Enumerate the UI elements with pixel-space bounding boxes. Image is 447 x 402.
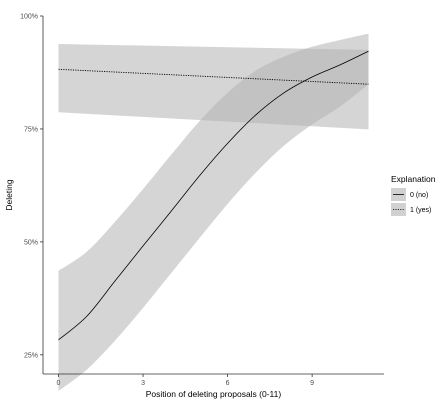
series-lines	[58, 50, 369, 341]
legend: Explanation 0 (no) 1 (yes)	[391, 174, 436, 216]
line-series-1	[58, 50, 369, 341]
legend-label-2: 1 (yes)	[410, 207, 431, 214]
y-tick-label: 25%	[24, 352, 38, 359]
y-tick-label: 75%	[24, 126, 38, 133]
y-axis-title: Deleting	[4, 179, 14, 210]
y-tick-label: 50%	[24, 239, 38, 246]
x-tick-label: 6	[226, 380, 230, 387]
x-tick-label: 0	[57, 380, 61, 387]
x-axis-title: Position of deleting proposals (0-11)	[146, 389, 282, 399]
ribbon-series-2	[58, 44, 369, 130]
confidence-ribbons	[58, 33, 369, 391]
y-tick-label: 100%	[20, 14, 38, 21]
axes: 0 3 6 9 25% 50% 75% 100% Position of deleting pr…	[4, 14, 384, 399]
x-tick-label: 3	[141, 380, 145, 387]
legend-label-1: 0 (no)	[410, 192, 428, 199]
x-tick-label: 9	[310, 380, 314, 387]
legend-title: Explanation	[391, 174, 436, 184]
